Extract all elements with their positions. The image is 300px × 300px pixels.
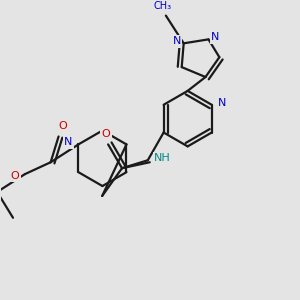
Text: O: O xyxy=(11,171,19,181)
Text: CH₃: CH₃ xyxy=(154,1,172,11)
Text: N: N xyxy=(64,137,73,147)
Text: NH: NH xyxy=(154,153,171,163)
Text: N: N xyxy=(218,98,226,108)
Text: N: N xyxy=(172,36,181,46)
Text: O: O xyxy=(58,121,67,130)
Text: N: N xyxy=(211,32,220,42)
Text: O: O xyxy=(102,128,110,139)
